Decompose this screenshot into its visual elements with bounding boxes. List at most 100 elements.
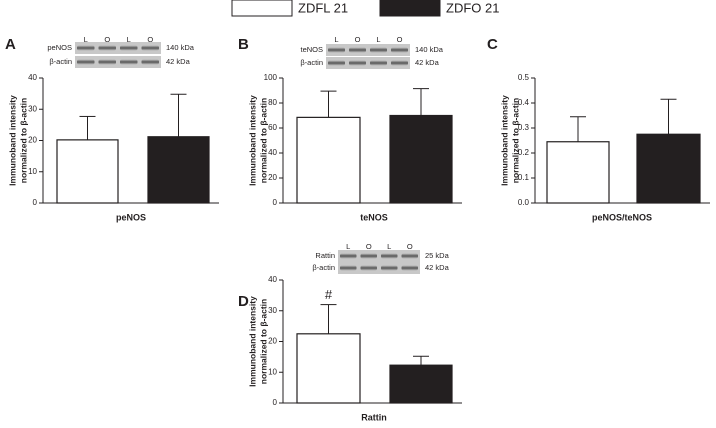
blot-band bbox=[370, 60, 387, 66]
y-tick-label: 60 bbox=[268, 123, 277, 132]
x-axis-label: peNOS bbox=[116, 212, 146, 222]
panel-letter: D bbox=[238, 293, 249, 310]
blot-band bbox=[141, 59, 159, 65]
y-tick-label: 0 bbox=[273, 398, 278, 407]
blot-band bbox=[391, 60, 408, 66]
blot-band bbox=[349, 60, 366, 66]
x-axis-label: Rattin bbox=[361, 412, 387, 422]
blot-row-size: 140 kDa bbox=[166, 43, 195, 52]
legend-swatch bbox=[379, 0, 441, 17]
y-tick-label: 40 bbox=[28, 73, 37, 82]
lane-label: O bbox=[366, 242, 372, 251]
lane-label: L bbox=[127, 35, 131, 44]
blot-band bbox=[328, 47, 345, 53]
blot-strip bbox=[75, 56, 161, 68]
bar bbox=[147, 136, 210, 204]
y-axis-label: normalized to β-actin bbox=[258, 299, 268, 384]
legend-label: ZDFO 21 bbox=[446, 0, 499, 15]
blot-band bbox=[328, 60, 345, 66]
y-tick-label: 20 bbox=[28, 136, 37, 145]
y-tick-label: 100 bbox=[264, 73, 278, 82]
lane-label: O bbox=[407, 242, 413, 251]
blot-strip bbox=[75, 42, 161, 54]
blot-band bbox=[401, 253, 418, 259]
y-tick-label: 80 bbox=[268, 98, 277, 107]
lane-label: L bbox=[334, 35, 338, 44]
blot-band bbox=[401, 265, 418, 271]
lane-label: O bbox=[355, 35, 361, 44]
blot-band bbox=[349, 47, 366, 53]
y-tick-label: 20 bbox=[268, 173, 277, 182]
blot-band bbox=[77, 59, 95, 65]
blot-band bbox=[77, 45, 95, 51]
blot-band bbox=[381, 253, 398, 259]
y-tick-label: 0.2 bbox=[518, 148, 530, 157]
blot-row-name: β-actin bbox=[312, 263, 335, 272]
blot-strip bbox=[338, 250, 420, 262]
blot-strip bbox=[326, 57, 410, 69]
blot-band bbox=[391, 47, 408, 53]
blot-row-name: Rattin bbox=[315, 251, 335, 260]
blot-row-name: β-actin bbox=[49, 57, 72, 66]
blot-band bbox=[360, 265, 377, 271]
legend-swatch bbox=[231, 0, 293, 17]
y-axis-label: Immunoband intensity bbox=[247, 95, 257, 186]
y-tick-label: 20 bbox=[268, 337, 277, 346]
blot-row-size: 25 kDa bbox=[425, 251, 450, 260]
blot-band bbox=[340, 253, 357, 259]
blot-band bbox=[120, 59, 138, 65]
blot-strip bbox=[326, 44, 410, 56]
y-axis-label: Immunoband intensity bbox=[7, 95, 17, 186]
y-axis-label: normalized to β-actin bbox=[510, 98, 520, 183]
lane-label: L bbox=[84, 35, 88, 44]
lane-label: L bbox=[387, 242, 391, 251]
y-axis-label: normalized to β-actin bbox=[258, 98, 268, 183]
blot-row-size: 42 kDa bbox=[166, 57, 191, 66]
y-tick-label: 0 bbox=[33, 198, 38, 207]
blot-row-size: 140 kDa bbox=[415, 45, 444, 54]
bar bbox=[389, 364, 453, 404]
lane-label: L bbox=[346, 242, 350, 251]
annotation: # bbox=[325, 287, 333, 302]
bar bbox=[389, 114, 453, 204]
panel-letter: C bbox=[487, 36, 498, 53]
lane-label: O bbox=[147, 35, 153, 44]
blot-strip bbox=[338, 262, 420, 274]
y-tick-label: 0.1 bbox=[518, 173, 530, 182]
bar bbox=[56, 139, 119, 204]
bar bbox=[296, 333, 361, 404]
blot-band bbox=[340, 265, 357, 271]
panel-letter: A bbox=[5, 36, 16, 53]
bar bbox=[636, 133, 701, 204]
lane-label: O bbox=[397, 35, 403, 44]
blot-band bbox=[370, 47, 387, 53]
y-tick-label: 0.3 bbox=[518, 123, 530, 132]
blot-band bbox=[98, 59, 116, 65]
blot-band bbox=[141, 45, 159, 51]
blot-band bbox=[360, 253, 377, 259]
blot-row-name: β-actin bbox=[300, 58, 323, 67]
y-tick-label: 30 bbox=[268, 306, 277, 315]
y-tick-label: 0.5 bbox=[518, 73, 530, 82]
y-axis-label: Immunoband intensity bbox=[499, 95, 509, 186]
x-axis-label: teNOS bbox=[360, 212, 388, 222]
blot-band bbox=[381, 265, 398, 271]
y-tick-label: 10 bbox=[28, 167, 37, 176]
blot-band bbox=[120, 45, 138, 51]
panel-letter: B bbox=[238, 36, 249, 53]
y-tick-label: 10 bbox=[268, 367, 277, 376]
bar bbox=[546, 141, 610, 204]
blot-row-size: 42 kDa bbox=[415, 58, 440, 67]
y-axis-label: Immunoband intensity bbox=[247, 296, 257, 387]
legend-label: ZDFL 21 bbox=[298, 0, 348, 15]
blot-row-size: 42 kDa bbox=[425, 263, 450, 272]
y-tick-label: 0.4 bbox=[518, 98, 530, 107]
bar bbox=[296, 116, 361, 204]
blot-band bbox=[98, 45, 116, 51]
y-tick-label: 30 bbox=[28, 104, 37, 113]
lane-label: O bbox=[104, 35, 110, 44]
x-axis-label: peNOS/teNOS bbox=[592, 212, 652, 222]
lane-label: L bbox=[376, 35, 380, 44]
y-axis-label: normalized to β-actin bbox=[18, 98, 28, 183]
